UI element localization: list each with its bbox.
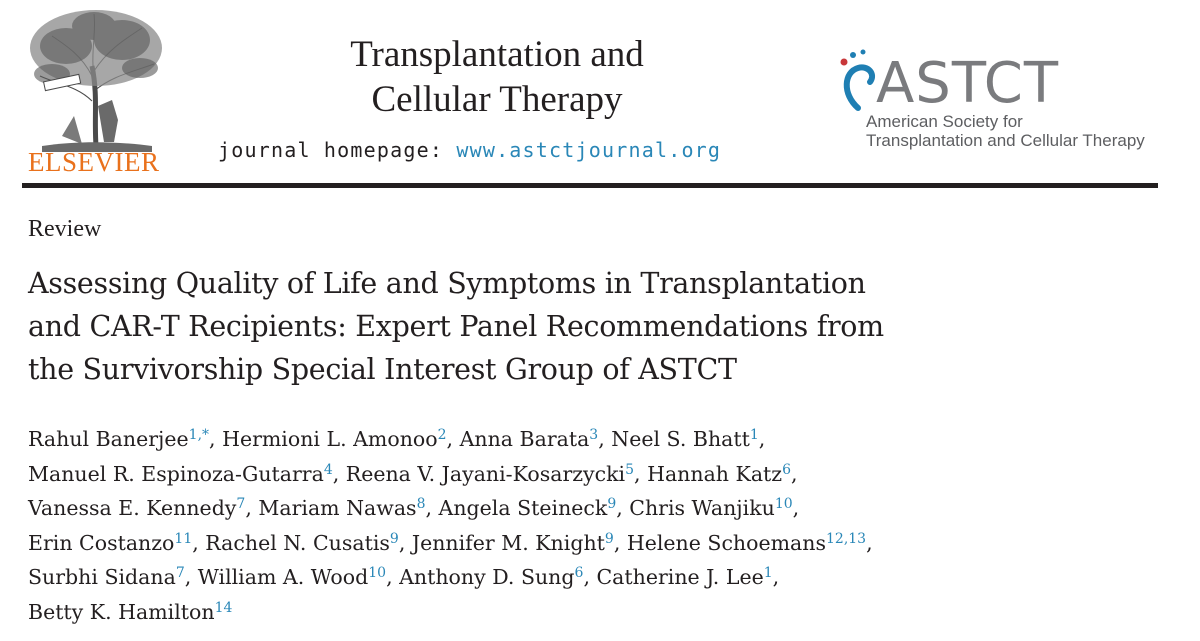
article-type: Review [28, 216, 102, 242]
homepage-link[interactable]: www.astctjournal.org [456, 138, 722, 162]
author-name: Reena V. Jayani-Kosarzycki [345, 461, 626, 486]
affiliation-ref[interactable]: 6 [782, 461, 792, 478]
author-name: Mariam Nawas [258, 496, 417, 520]
affiliation-ref[interactable]: 9 [607, 496, 617, 512]
author-line: Surbhi Sidana7, William A. Wood10, Antho… [28, 565, 780, 589]
title-line: and CAR-T Recipients: Expert Panel Recom… [28, 310, 884, 343]
society-name-line-2: Transplantation and Cellular Therapy [866, 131, 1145, 150]
elsevier-tree-logo [30, 10, 162, 152]
affiliation-ref[interactable]: 11 [174, 530, 193, 547]
affiliation-ref[interactable]: 10 [368, 565, 387, 581]
author-list: Rahul Banerjee1,*, Hermioni L. Amonoo2, … [28, 422, 1178, 629]
elsevier-wordmark: ELSEVIER [28, 147, 160, 177]
author-line: Manuel R. Espinoza-Gutarra4, Reena V. Ja… [28, 461, 798, 486]
affiliation-ref[interactable]: 7 [175, 565, 185, 581]
title-line: Assessing Quality of Life and Symptoms i… [28, 267, 866, 300]
header-divider [22, 183, 1158, 188]
astct-wordmark: ASTCT [876, 51, 1060, 116]
affiliation-ref[interactable]: 4 [323, 461, 333, 478]
astct-swirl-logo [840, 49, 876, 111]
author-name: William A. Wood [197, 565, 369, 589]
affiliation-ref[interactable]: 2 [437, 427, 447, 443]
affiliation-ref[interactable]: 7 [236, 496, 246, 512]
author-name: Anna Barata [459, 427, 590, 451]
affiliation-ref[interactable]: 8 [416, 496, 426, 512]
title-line: the Survivorship Special Interest Group … [28, 353, 737, 386]
author-line: Vanessa E. Kennedy7, Mariam Nawas8, Ange… [28, 496, 800, 520]
author-name: Rahul Banerjee [28, 427, 189, 451]
affiliation-ref[interactable]: 1 [749, 427, 759, 443]
society-name-line-1: American Society for [866, 112, 1023, 131]
author-name: Hermioni L. Amonoo [222, 427, 438, 451]
author-line: Betty K. Hamilton14 [28, 595, 1178, 630]
author-name: Helene Schoemans [626, 530, 826, 555]
homepage-label: journal homepage: [218, 138, 457, 162]
author-name: Rachel N. Cusatis [205, 530, 390, 555]
author-name: Erin Costanzo [28, 530, 175, 555]
affiliation-ref[interactable]: 1 [763, 565, 773, 581]
author-name: Neel S. Bhatt [611, 427, 750, 451]
author-name: Chris Wanjiku [629, 496, 775, 520]
author-name: Hannah Katz [647, 461, 783, 486]
affiliation-ref[interactable]: 9 [604, 530, 614, 547]
journal-title-line-1: Transplantation and [350, 34, 644, 75]
journal-title: Transplantation and Cellular Therapy [282, 32, 712, 122]
affiliation-ref[interactable]: 10 [774, 496, 793, 512]
journal-homepage: journal homepage: www.astctjournal.org [218, 138, 721, 162]
author-name: Betty K. Hamilton [28, 599, 215, 624]
journal-header: ELSEVIER Transplantation and Cellular Th… [0, 0, 1200, 192]
author-name: Anthony D. Sung [399, 565, 575, 589]
article-title: Assessing Quality of Life and Symptoms i… [28, 262, 1148, 391]
author-line: Erin Costanzo11, Rachel N. Cusatis9, Jen… [28, 530, 873, 555]
affiliation-ref[interactable]: 5 [625, 461, 635, 478]
affiliation-ref[interactable]: 12,13 [826, 530, 867, 547]
author-name: Manuel R. Espinoza-Gutarra [28, 461, 324, 486]
author-name: Angela Steineck [438, 496, 608, 520]
affiliation-ref[interactable]: 1,* [188, 427, 210, 443]
author-name: Jennifer M. Knight [411, 530, 605, 555]
affiliation-ref[interactable]: 3 [589, 427, 599, 443]
author-line: Rahul Banerjee1,*, Hermioni L. Amonoo2, … [28, 427, 766, 451]
author-name: Surbhi Sidana [28, 565, 176, 589]
author-name: Vanessa E. Kennedy [28, 496, 237, 520]
affiliation-ref[interactable]: 9 [389, 530, 399, 547]
society-full-name: American Society for Transplantation and… [866, 112, 1145, 150]
affiliation-ref[interactable]: 6 [574, 565, 584, 581]
affiliation-ref[interactable]: 14 [214, 599, 233, 616]
journal-title-line-2: Cellular Therapy [371, 79, 623, 120]
author-name: Catherine J. Lee [596, 565, 764, 589]
